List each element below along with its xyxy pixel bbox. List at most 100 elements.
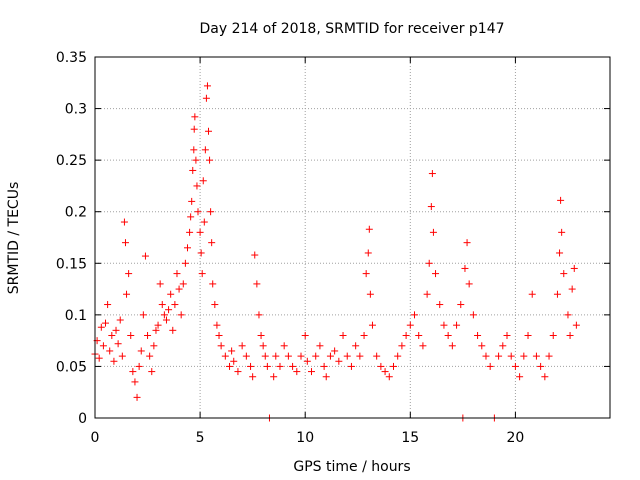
data-point	[116, 316, 124, 324]
data-point	[247, 362, 255, 370]
data-point	[173, 270, 181, 278]
data-point	[389, 362, 397, 370]
data-point	[259, 342, 267, 350]
data-point	[197, 249, 205, 257]
y-tick-label: 0.2	[65, 205, 87, 221]
data-point	[169, 326, 177, 334]
gridlines	[95, 57, 610, 418]
data-point	[112, 326, 120, 334]
x-tick-label: 15	[401, 430, 419, 446]
data-point	[129, 368, 137, 376]
data-point	[570, 264, 578, 272]
data-point	[364, 249, 372, 257]
y-tick-label: 0.25	[56, 153, 87, 169]
data-point	[217, 342, 225, 350]
data-point	[352, 342, 360, 350]
data-point	[320, 362, 328, 370]
data-point	[118, 352, 126, 360]
data-point	[253, 280, 261, 288]
data-point	[133, 393, 141, 401]
y-tick-label: 0.05	[56, 359, 87, 375]
data-point	[206, 156, 214, 164]
data-point	[343, 352, 351, 360]
data-point	[160, 311, 168, 319]
data-point	[428, 170, 436, 178]
y-tick-label: 0.35	[56, 50, 87, 66]
data-point	[557, 196, 565, 204]
data-point	[549, 331, 557, 339]
data-point	[461, 264, 469, 272]
data-point	[429, 228, 437, 236]
data-point	[251, 251, 259, 259]
data-point	[532, 352, 540, 360]
data-point	[365, 225, 373, 233]
data-point	[297, 352, 305, 360]
data-point	[189, 166, 197, 174]
data-point	[152, 326, 160, 334]
data-point	[226, 362, 234, 370]
data-point	[511, 362, 519, 370]
data-point	[524, 331, 532, 339]
x-axis-label: GPS time / hours	[293, 459, 410, 475]
data-point	[499, 342, 507, 350]
data-point	[191, 113, 199, 121]
data-point	[192, 156, 200, 164]
data-point	[199, 177, 207, 185]
data-point	[97, 323, 105, 331]
data-point	[249, 373, 257, 381]
data-point	[432, 270, 440, 278]
x-tick-label: 0	[91, 430, 100, 446]
data-point	[141, 252, 149, 260]
data-point	[373, 352, 381, 360]
data-point	[194, 208, 202, 216]
data-point	[356, 352, 364, 360]
y-tick-label: 0	[78, 411, 87, 427]
data-point	[200, 218, 208, 226]
data-point	[190, 125, 198, 133]
data-point	[121, 239, 129, 247]
data-point	[102, 319, 110, 327]
data-point	[131, 378, 139, 386]
data-point	[263, 362, 271, 370]
data-point	[188, 197, 196, 205]
y-tick-label: 0.1	[65, 308, 87, 324]
data-point	[190, 146, 198, 154]
data-point	[377, 362, 385, 370]
data-point	[312, 352, 320, 360]
data-point	[482, 352, 490, 360]
data-points	[91, 82, 580, 422]
data-point	[465, 280, 473, 288]
data-point	[453, 321, 461, 329]
data-point	[257, 331, 265, 339]
data-point	[255, 311, 263, 319]
data-point	[495, 352, 503, 360]
data-point	[566, 331, 574, 339]
data-point	[556, 249, 564, 257]
data-point	[181, 259, 189, 267]
data-point	[284, 352, 292, 360]
data-point	[154, 321, 162, 329]
data-point	[183, 244, 191, 252]
data-point	[308, 368, 316, 376]
data-point	[280, 342, 288, 350]
data-point	[339, 331, 347, 339]
data-point	[202, 94, 210, 102]
data-point	[135, 362, 143, 370]
data-point	[419, 342, 427, 350]
data-point	[553, 290, 561, 298]
data-point	[516, 373, 524, 381]
data-point	[171, 301, 179, 309]
data-point	[486, 362, 494, 370]
data-point	[478, 342, 486, 350]
y-tick-label: 0.3	[65, 102, 87, 118]
data-point	[276, 362, 284, 370]
data-point	[301, 331, 309, 339]
tick-labels: 0 0.05 0.1 0.15 0.2 0.25 0.3 0.35 0 5 10 15 20	[56, 50, 524, 446]
data-point	[436, 301, 444, 309]
data-point	[228, 347, 236, 355]
data-point	[208, 239, 216, 247]
data-point	[289, 362, 297, 370]
data-point	[139, 311, 147, 319]
data-point	[175, 285, 183, 293]
data-point	[520, 352, 528, 360]
